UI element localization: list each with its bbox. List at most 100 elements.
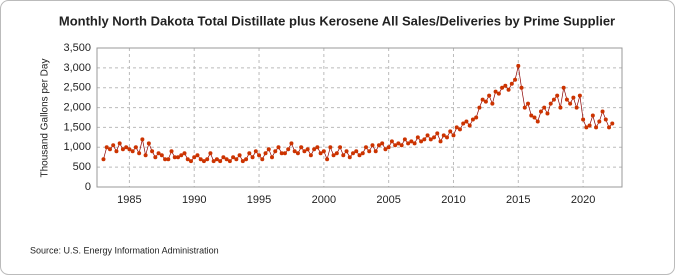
data-point	[509, 81, 514, 86]
x-tick-label: 2015	[506, 194, 530, 206]
data-point	[412, 141, 417, 146]
y-tick-label: 1,000	[63, 141, 91, 153]
data-point	[312, 147, 317, 152]
data-point	[380, 141, 385, 146]
data-point	[409, 139, 414, 144]
data-point	[376, 143, 381, 148]
data-point	[529, 113, 534, 118]
data-point	[308, 153, 313, 158]
data-point	[370, 143, 375, 148]
data-point	[500, 85, 505, 90]
y-tick-label: 1,500	[63, 121, 91, 133]
data-point	[127, 147, 132, 152]
data-point	[451, 133, 456, 138]
data-point	[600, 109, 605, 114]
data-point	[351, 151, 356, 156]
data-point	[532, 115, 537, 120]
data-point	[318, 151, 323, 156]
data-point	[334, 151, 339, 156]
data-point	[124, 145, 129, 150]
data-point	[331, 153, 336, 158]
data-point	[341, 153, 346, 158]
data-point	[321, 149, 326, 154]
y-tick-label: 3,500	[63, 42, 91, 54]
data-point	[273, 149, 278, 154]
data-point	[432, 135, 437, 140]
y-tick-label: 500	[73, 161, 91, 173]
data-point	[133, 145, 138, 150]
x-tick-label: 1985	[117, 194, 141, 206]
data-point	[538, 109, 543, 114]
data-point	[454, 125, 459, 130]
data-point	[289, 141, 294, 146]
data-point	[107, 147, 112, 152]
y-tick-label: 3,000	[63, 62, 91, 74]
data-point	[205, 157, 210, 162]
data-point	[480, 97, 485, 102]
data-point	[104, 145, 109, 150]
data-point	[214, 157, 219, 162]
data-point	[386, 145, 391, 150]
data-point	[150, 149, 155, 154]
data-point	[192, 155, 197, 160]
x-tick-label: 1990	[182, 194, 206, 206]
data-point	[561, 85, 566, 90]
data-point	[516, 63, 521, 68]
data-point	[117, 141, 122, 146]
data-point	[425, 133, 430, 138]
data-point	[315, 145, 320, 150]
data-point	[143, 153, 148, 158]
data-point	[587, 123, 592, 128]
data-point	[227, 159, 232, 164]
data-point	[545, 111, 550, 116]
data-point	[373, 149, 378, 154]
data-point	[607, 125, 612, 130]
data-point	[422, 137, 427, 142]
data-point	[402, 137, 407, 142]
data-point	[551, 97, 556, 102]
data-point	[357, 153, 362, 158]
data-point	[224, 157, 229, 162]
data-point	[428, 137, 433, 142]
data-point	[253, 149, 258, 154]
data-point	[558, 105, 563, 110]
data-point	[286, 147, 291, 152]
data-point	[250, 155, 255, 160]
data-point	[195, 153, 200, 158]
data-point	[137, 151, 142, 156]
data-point	[260, 157, 265, 162]
plot-frame	[96, 47, 623, 188]
data-point	[185, 157, 190, 162]
data-point	[571, 95, 576, 100]
data-point	[577, 93, 582, 98]
data-point	[176, 155, 181, 160]
data-point	[169, 149, 174, 154]
data-point	[493, 89, 498, 94]
y-tick-label: 0	[85, 181, 91, 193]
data-point	[467, 123, 472, 128]
data-point	[389, 139, 394, 144]
data-point	[360, 151, 365, 156]
data-point	[188, 159, 193, 164]
data-point	[146, 141, 151, 146]
x-tick-label: 2010	[441, 194, 465, 206]
data-point	[240, 159, 245, 164]
x-tick-label: 1995	[247, 194, 271, 206]
data-point	[302, 149, 307, 154]
data-point	[344, 149, 349, 154]
data-point	[263, 151, 268, 156]
data-point	[120, 147, 125, 152]
data-point	[237, 153, 242, 158]
data-point	[305, 147, 310, 152]
data-point	[406, 141, 411, 146]
y-tick-label: 2,000	[63, 101, 91, 113]
data-point	[415, 135, 420, 140]
data-point	[438, 139, 443, 144]
data-point	[198, 157, 203, 162]
data-point	[396, 141, 401, 146]
data-point	[542, 105, 547, 110]
data-point	[464, 119, 469, 124]
data-point	[461, 121, 466, 126]
